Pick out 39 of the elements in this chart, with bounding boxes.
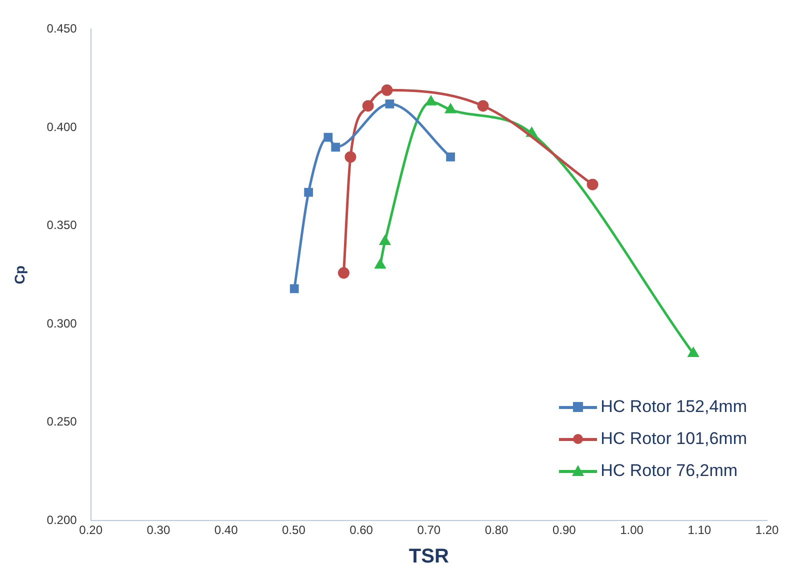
point — [477, 100, 489, 112]
point — [324, 132, 333, 142]
y-tick-label: 0.350 — [46, 218, 78, 232]
point — [344, 151, 356, 163]
x-tick-label: 1.20 — [755, 523, 779, 538]
y-tick-label: 0.450 — [46, 22, 78, 36]
x-tick-label: 0.30 — [146, 523, 170, 538]
legend-label: HC Rotor 76,2mm — [600, 461, 738, 481]
y-tick-label: 0.250 — [46, 414, 78, 429]
x-tick-label: 0.50 — [282, 523, 306, 538]
x-tick-label: 1.10 — [688, 523, 712, 538]
x-tick-label: 0.90 — [552, 523, 576, 538]
x-tick-label: 0.60 — [350, 523, 374, 538]
point — [381, 84, 393, 96]
x-tick-label: 0.70 — [417, 523, 441, 538]
point — [290, 284, 299, 294]
point — [375, 259, 386, 269]
point — [362, 100, 374, 112]
point — [385, 99, 394, 108]
point — [331, 142, 340, 152]
point — [445, 104, 456, 114]
y-axis-title: Cp — [11, 266, 28, 284]
x-axis-title: TSR — [408, 546, 450, 568]
point — [338, 267, 350, 279]
point — [380, 236, 390, 245]
x-tick-label: 0.80 — [484, 523, 509, 538]
x-tick-label: 1.00 — [620, 523, 644, 538]
point — [426, 96, 436, 106]
x-tick-label: 0.40 — [214, 523, 238, 538]
legend-label: HC Rotor 152,4mm — [600, 397, 747, 417]
y-tick-label: 0.300 — [46, 316, 78, 330]
point — [446, 152, 455, 162]
point — [304, 188, 313, 197]
legend-label: HC Rotor 101,6mm — [600, 429, 747, 449]
point — [688, 348, 698, 358]
y-tick-label: 0.200 — [46, 512, 78, 527]
x-tick-label: 0.20 — [79, 523, 103, 538]
y-tick-label: 0.400 — [46, 120, 78, 134]
point — [586, 178, 598, 190]
